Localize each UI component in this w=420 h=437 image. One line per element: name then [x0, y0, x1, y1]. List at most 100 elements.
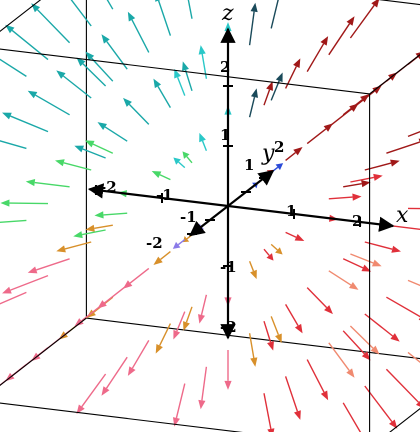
x-tick-label: -1 [156, 186, 173, 204]
vector-head [76, 57, 86, 67]
vector-arrow [27, 90, 70, 116]
vector-head [127, 11, 136, 22]
vector-arrow [151, 171, 171, 181]
z-tick-label: 2 [220, 58, 230, 76]
vector-shaft [364, 241, 393, 250]
vector-head [84, 140, 95, 148]
vector-head [390, 333, 400, 342]
vector-arrow [270, 72, 283, 101]
vector-shaft [364, 313, 394, 337]
vector-arrow [407, 351, 420, 364]
vector-shaft [263, 320, 272, 343]
vector-arrow [2, 112, 49, 133]
box-edge [378, 0, 420, 6]
vector-shaft [285, 231, 297, 238]
vector-arrow [172, 239, 186, 249]
vector-shaft [306, 43, 325, 72]
vector-shaft [385, 368, 420, 403]
vector-shaft [159, 174, 171, 181]
vector-shaft [36, 9, 71, 44]
vector-arrow [127, 340, 150, 376]
vector-arrow [183, 306, 193, 331]
x-axis-label: x [396, 203, 409, 228]
vector-shaft [82, 63, 107, 87]
vector-head [320, 390, 329, 401]
vector-arrow [198, 45, 208, 79]
vector-head [74, 318, 84, 327]
vector-head [250, 357, 258, 367]
vector-head [390, 159, 400, 167]
vector-shaft [177, 239, 186, 246]
vector-head [198, 314, 206, 324]
vector-arrow [123, 97, 150, 125]
vector-head [127, 366, 136, 376]
vector-arrow [182, 61, 193, 92]
vector-shaft [270, 316, 280, 336]
vector-arrow [155, 323, 172, 354]
vector-head [346, 368, 355, 378]
vector-arrow [31, 3, 71, 44]
vector-head [155, 343, 163, 354]
vector-shaft [200, 294, 208, 316]
vector-shaft [187, 0, 193, 19]
vector-shaft [157, 86, 172, 108]
vector-shaft [270, 80, 280, 101]
vector-arrow [153, 78, 172, 108]
vector-head [85, 51, 95, 61]
vector-arrow [263, 320, 274, 351]
vector-shaft [81, 373, 107, 408]
vector-arrow [73, 229, 106, 239]
vector-head [101, 386, 110, 396]
vector-shaft [186, 156, 193, 164]
y-tick-label: 1 [244, 156, 254, 174]
vector-head [250, 88, 258, 98]
vector-arrow [407, 207, 420, 210]
vector-head [361, 351, 371, 361]
vector-arrow [172, 383, 186, 427]
vector-head [352, 193, 362, 201]
vector-shaft [0, 291, 27, 305]
vector-shaft [343, 183, 362, 188]
vector-shaft [92, 143, 114, 154]
vector-arrow [270, 0, 279, 29]
vector-shaft [176, 311, 186, 332]
x-tick-label: 1 [286, 202, 296, 220]
vector-head [348, 282, 359, 290]
vector-shaft [248, 11, 255, 46]
vector-head [182, 151, 190, 159]
z-axis-label: z [221, 1, 234, 26]
vector-arrow [270, 243, 283, 255]
vector-shaft [342, 330, 366, 355]
vector-arrow [263, 248, 274, 261]
vector-head [275, 163, 284, 171]
vector-head [2, 112, 12, 120]
vector-shaft [175, 383, 186, 419]
vector-arrow [101, 356, 128, 396]
vector-arrow [76, 57, 107, 87]
vector-arrow [342, 94, 370, 116]
vector-arrow [248, 333, 258, 367]
vector-shaft [306, 287, 328, 309]
vector-head [151, 171, 162, 179]
vector-shaft [11, 29, 49, 61]
vector-shaft [0, 219, 27, 223]
vector-shaft [285, 151, 296, 161]
vector-shaft [328, 23, 351, 56]
vector-shaft [284, 304, 299, 326]
vector-head [173, 157, 181, 165]
vector-arrow [25, 178, 70, 188]
vector-shaft [328, 196, 353, 200]
vector-arrow [198, 366, 208, 410]
vector-arrow [350, 173, 383, 183]
vector-shaft [201, 366, 208, 401]
vector-arrow [328, 193, 362, 201]
vector-arrow [155, 0, 172, 36]
z-tick-label: 1 [220, 126, 230, 144]
vector-shaft [157, 0, 172, 36]
vector-arrow [284, 304, 303, 334]
vector-shaft [386, 296, 420, 318]
vector-arrow [364, 241, 401, 253]
vector-shaft [105, 356, 128, 389]
